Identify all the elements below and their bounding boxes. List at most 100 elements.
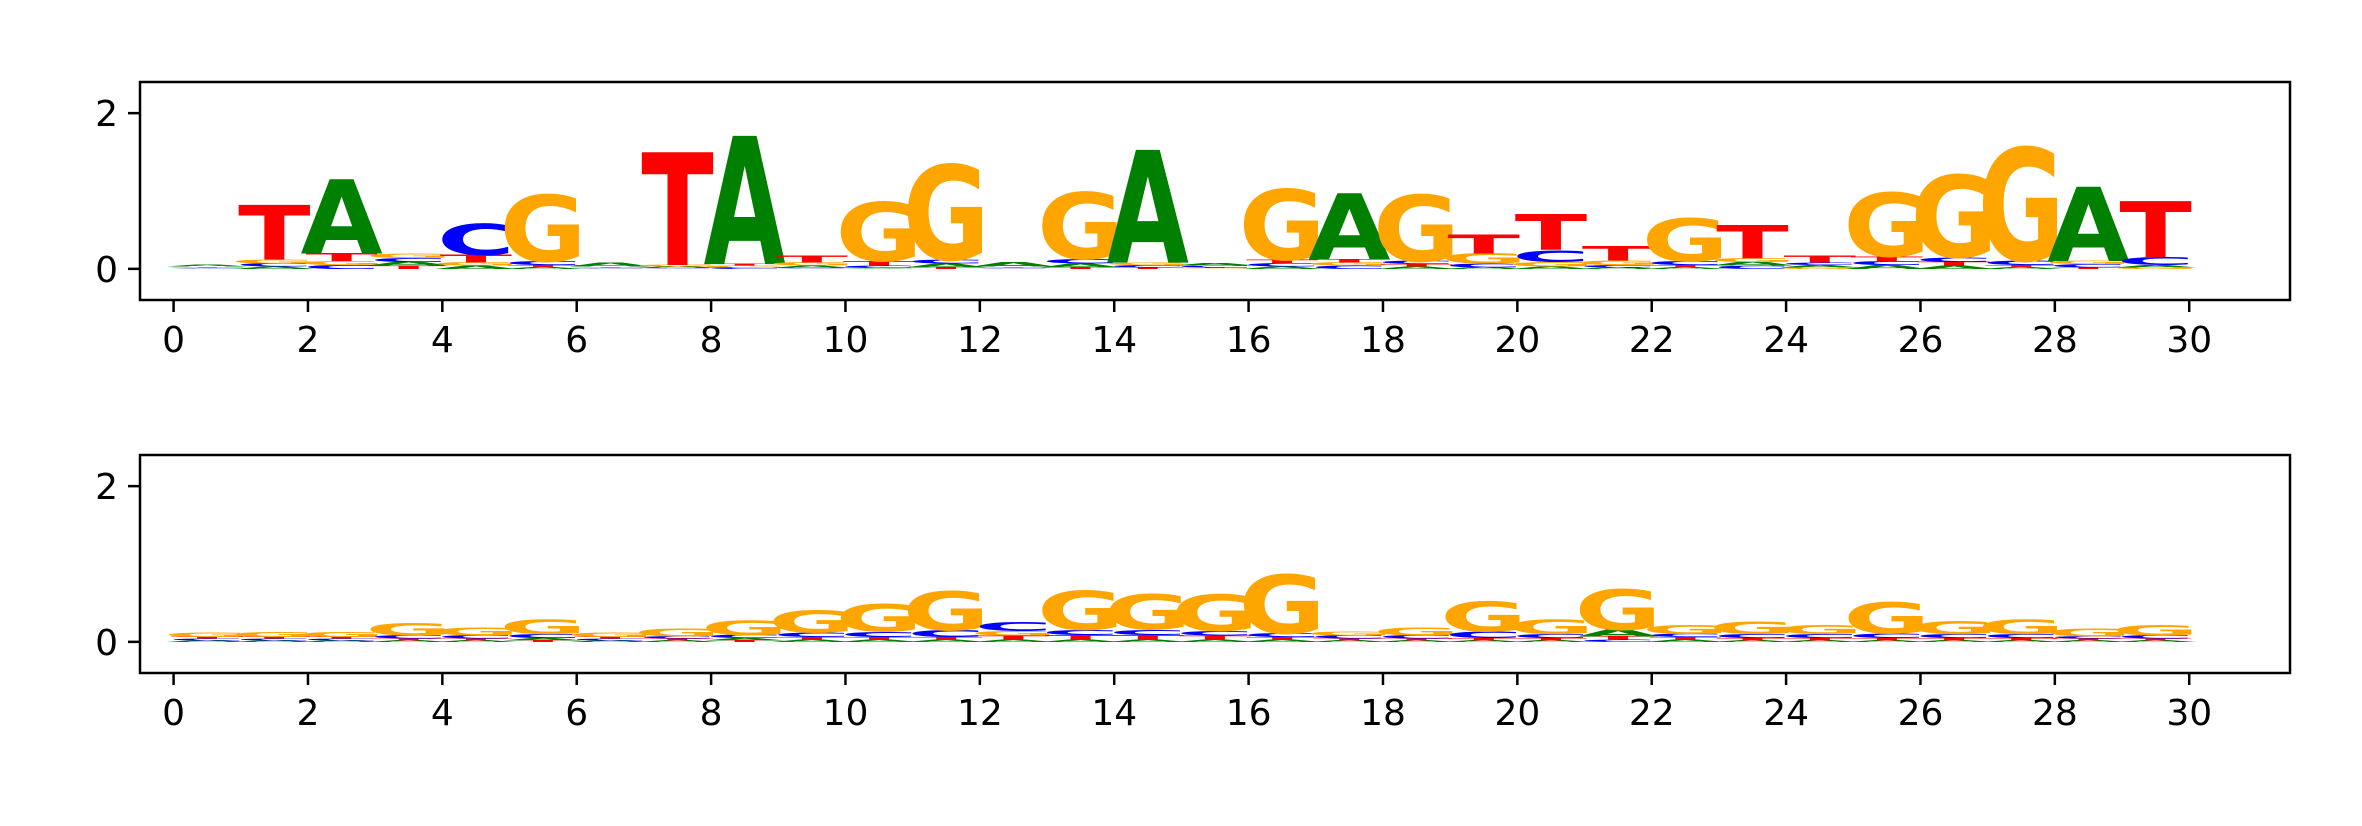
logo-letter-T-pos-16: T [1246,637,1318,641]
logo-letter-T-pos-4: T [440,638,512,640]
logo-letter-G-pos-20: G [1507,616,1594,638]
logo-letter-A-pos-25: A [1846,264,1928,270]
logo-letter-C-pos-21: C [1579,639,1657,643]
logo-letter-G-pos-0: G [164,267,251,268]
logo-letter-T-pos-26: T [1918,261,1990,267]
logo-letter-T-pos-15: T [1179,267,1251,268]
x-tick-label: 24 [1763,320,1809,361]
logo-letter-C-pos-14: C [1109,628,1187,637]
logo-letter-G-pos-18: G [1373,626,1460,638]
logo-letter-T-pos-28: T [2052,267,2124,269]
logo-letter-C-pos-24: C [1781,262,1859,266]
logo-letter-C-pos-5: C [504,260,582,266]
logo-letter-T-pos-9: T [776,637,848,641]
logo-letter-G-pos-3: G [365,252,452,259]
logo-letter-G-pos-4: G [432,626,519,638]
logo-letter-T-pos-27: T [1985,637,2057,641]
logo-letter-G-pos-28: G [2045,627,2132,639]
logo-letter-C-pos-23: C [1714,265,1792,270]
logo-letter-C-pos-19: C [1445,262,1523,268]
logo-letter-T-pos-20: T [1515,637,1587,641]
logo-letter-T-pos-19: T [1448,637,1520,641]
logo-letter-T-pos-29: T [2119,186,2191,275]
logo-letter-G-pos-23: G [1709,257,1796,263]
logo-letter-C-pos-4: C [437,216,515,266]
logo-letter-C-pos-6: C [571,268,649,269]
logo-letter-T-pos-21: T [1582,242,1654,264]
logo-letter-T-pos-18: T [1380,638,1452,640]
x-tick-label: 0 [162,320,185,361]
bottom-logo-panel: ACTGACTGACTGATCGATCGTACGACTGATCGTACGATCG… [95,453,2292,734]
logo-letter-T-pos-7: T [641,123,713,303]
x-tick-label: 18 [1360,320,1406,361]
logo-letter-G-pos-16: G [1239,560,1326,653]
logo-letter-G-pos-17: G [1306,262,1393,267]
logo-letter-T-pos-14: T [1112,267,1184,269]
logo-letter-A-pos-18: A [1375,640,1457,642]
logo-letter-G-pos-15: G [1171,268,1258,269]
logo-letter-G-pos-21: G [1575,578,1662,643]
logo-letter-G-pos-24: G [1776,622,1863,637]
logo-letter-T-pos-21: T [1582,636,1654,641]
logo-letter-A-pos-14: A [1107,639,1189,643]
logo-letter-G-pos-26: G [1910,154,1997,284]
logo-letter-T-pos-13: T [1044,634,1116,641]
logo-letter-T-pos-1: T [238,190,311,277]
logo-letter-C-pos-4: C [437,635,515,640]
logo-letter-T-pos-23: T [1716,216,1789,269]
logo-letter-A-pos-1: A [233,266,315,270]
logo-letter-A-pos-7: A [636,640,718,642]
logo-letter-A-pos-18: A [1375,266,1457,270]
logo-letter-G-pos-14: G [1104,586,1191,641]
logo-letter-G-pos-1: G [231,630,318,639]
logo-letter-A-pos-21: A [1577,627,1659,638]
axes-frame [138,453,2292,675]
logo-letter-G-pos-12: G [970,267,1057,268]
logo-letter-A-pos-27: A [1980,640,2062,642]
logo-letter-A-pos-20: A [1510,266,1592,270]
logo-letter-T-pos-22: T [1649,637,1721,641]
logo-letter-A-pos-3: A [368,640,450,642]
logo-letter-C-pos-23: C [1714,633,1792,639]
logo-letter-T-pos-3: T [373,638,445,640]
x-tick-label: 26 [1898,693,1944,734]
logo-letter-C-pos-3: C [370,635,448,640]
logo-letter-C-pos-10: C [840,630,918,639]
logo-letter-C-pos-26: C [1915,256,1993,263]
x-tick-label: 12 [957,693,1003,734]
logo-letter-C-pos-10: C [840,265,918,269]
logo-letter-C-pos-25: C [1848,632,1926,639]
logo-letter-G-pos-22: G [1642,207,1729,275]
logo-letter-G-pos-29: G [2112,623,2199,639]
logo-letter-A-pos-5: A [502,637,584,641]
logo-letter-C-pos-22: C [1646,633,1724,638]
logo-letter-A-pos-19: A [1443,267,1525,269]
logo-letter-G-pos-27: G [1978,118,2065,298]
logo-letter-A-pos-9: A [771,639,853,643]
logo-letter-C-pos-12: C [974,268,1052,269]
logo-letter-A-pos-20: A [1510,640,1592,642]
x-tick-label: 16 [1226,320,1272,361]
logo-letter-A-pos-17: A [1308,176,1390,282]
y-tick-label: 0 [95,623,118,664]
logo-letter-G-pos-28: G [2045,260,2132,265]
logo-letter-G-pos-2: G [298,260,385,266]
x-tick-label: 24 [1763,693,1809,734]
logo-letter-G-pos-6: G [567,631,654,638]
logo-letter-A-pos-23: A [1711,261,1793,267]
x-tick-label: 10 [823,320,869,361]
logo-letter-T-pos-24: T [1783,254,1856,265]
logo-letter-G-pos-19: G [1440,594,1527,641]
x-tick-label: 4 [431,320,454,361]
logo-letter-A-pos-12: A [972,261,1054,268]
x-tick-label: 30 [2166,693,2212,734]
x-tick-label: 8 [700,320,723,361]
x-tick-label: 2 [297,320,320,361]
logo-letter-A-pos-0: A [166,640,248,642]
logo-letter-A-pos-29: A [2115,640,2197,642]
logo-letter-A-pos-9: A [771,265,853,269]
x-tick-label: 8 [700,693,723,734]
logo-letter-A-pos-12: A [972,639,1054,643]
logo-letter-C-pos-2: C [303,638,381,640]
logo-letter-G-pos-0: G [164,631,251,638]
